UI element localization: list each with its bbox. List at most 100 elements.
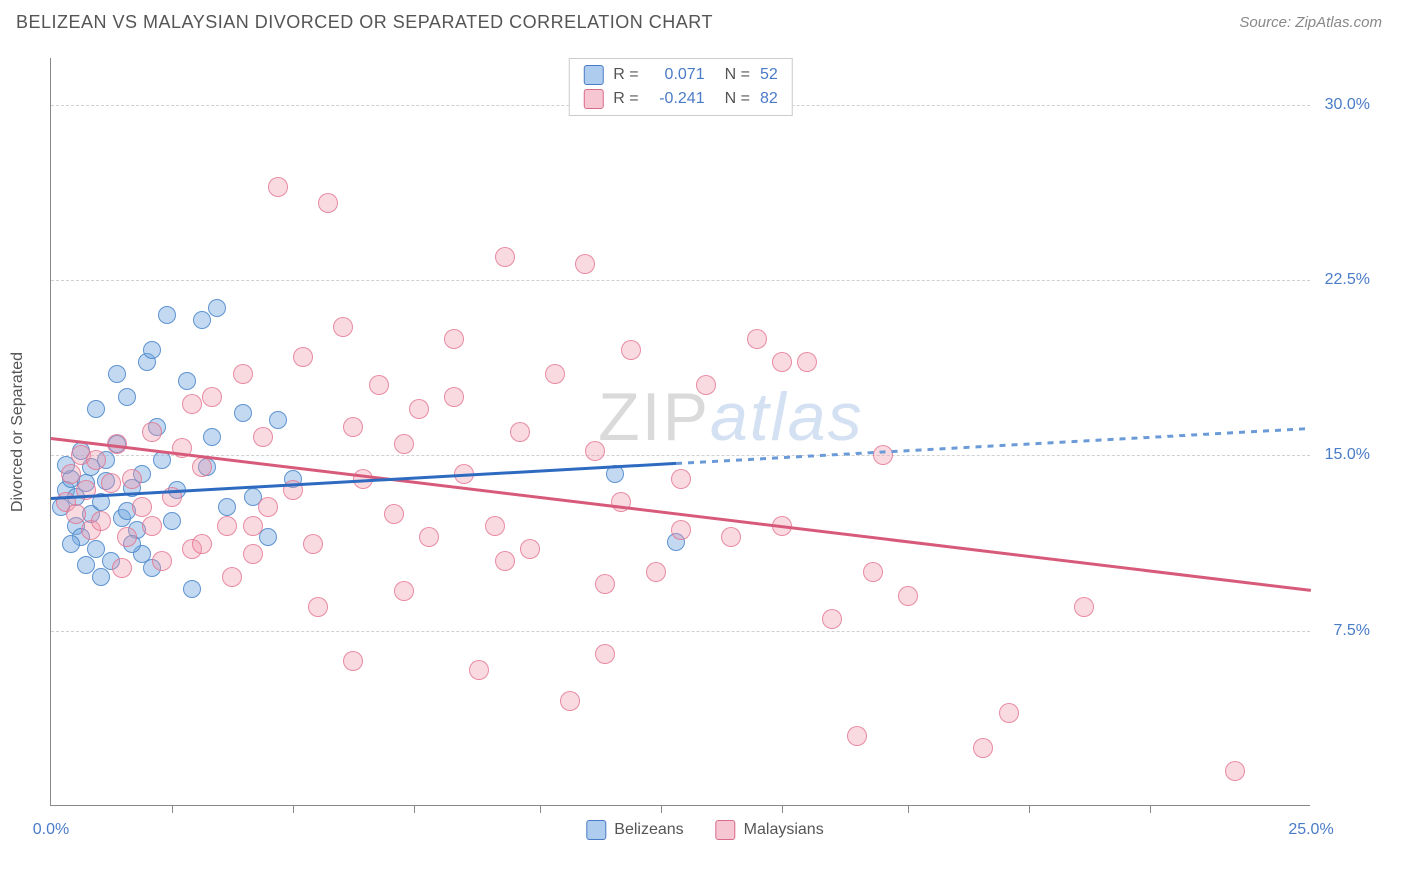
point-malaysian (973, 738, 993, 758)
x-tick (908, 805, 909, 813)
point-belizean (218, 498, 236, 516)
point-belizean (143, 341, 161, 359)
point-malaysian (142, 422, 162, 442)
point-malaysian (520, 539, 540, 559)
point-belizean (269, 411, 287, 429)
point-malaysian (122, 469, 142, 489)
point-malaysian (101, 473, 121, 493)
x-tick (1029, 805, 1030, 813)
chart-container: Divorced or Separated ZIPatlas R = 0.071… (50, 58, 1360, 806)
legend-row-belizeans: R = 0.071 N = 52 (583, 65, 777, 85)
point-malaysian (192, 534, 212, 554)
x-tick (540, 805, 541, 813)
point-malaysian (585, 441, 605, 461)
point-malaysian (560, 691, 580, 711)
point-malaysian (86, 450, 106, 470)
point-malaysian (999, 703, 1019, 723)
x-tick (782, 805, 783, 813)
point-malaysian (243, 544, 263, 564)
point-malaysian (369, 375, 389, 395)
point-malaysian (132, 497, 152, 517)
point-malaysian (217, 516, 237, 536)
point-malaysian (696, 375, 716, 395)
point-malaysian (333, 317, 353, 337)
point-malaysian (847, 726, 867, 746)
point-malaysian (671, 469, 691, 489)
series-legend: Belizeans Malaysians (586, 820, 823, 840)
point-belizean (234, 404, 252, 422)
point-belizean (77, 556, 95, 574)
point-malaysian (595, 644, 615, 664)
point-malaysian (595, 574, 615, 594)
point-malaysian (646, 562, 666, 582)
point-malaysian (112, 558, 132, 578)
swatch-blue-icon (583, 65, 603, 85)
point-malaysian (394, 434, 414, 454)
point-malaysian (394, 581, 414, 601)
point-malaysian (222, 567, 242, 587)
point-belizean (178, 372, 196, 390)
y-tick-label: 30.0% (1325, 96, 1370, 114)
point-malaysian (61, 464, 81, 484)
y-tick-label: 22.5% (1325, 271, 1370, 289)
point-malaysian (863, 562, 883, 582)
point-belizean (203, 428, 221, 446)
chart-title: BELIZEAN VS MALAYSIAN DIVORCED OR SEPARA… (16, 12, 713, 33)
point-belizean (108, 365, 126, 383)
point-malaysian (182, 394, 202, 414)
point-malaysian (66, 504, 86, 524)
watermark: ZIPatlas (598, 378, 863, 456)
point-malaysian (747, 329, 767, 349)
point-malaysian (495, 551, 515, 571)
point-malaysian (873, 445, 893, 465)
point-belizean (259, 528, 277, 546)
point-belizean (183, 580, 201, 598)
point-malaysian (142, 516, 162, 536)
plot-area: ZIPatlas R = 0.071 N = 52 R = -0.241 N =… (50, 58, 1310, 806)
y-tick-label: 7.5% (1334, 622, 1370, 640)
trendline (676, 427, 1311, 465)
x-tick-label: 0.0% (33, 821, 69, 839)
point-belizean (92, 568, 110, 586)
point-malaysian (797, 352, 817, 372)
y-tick-label: 15.0% (1325, 446, 1370, 464)
x-tick (172, 805, 173, 813)
x-tick (661, 805, 662, 813)
point-malaysian (253, 427, 273, 447)
gridline (51, 455, 1310, 456)
point-malaysian (343, 651, 363, 671)
point-malaysian (91, 511, 111, 531)
point-malaysian (444, 387, 464, 407)
point-malaysian (510, 422, 530, 442)
source-credit: Source: ZipAtlas.com (1239, 14, 1382, 31)
point-malaysian (343, 417, 363, 437)
point-malaysian (495, 247, 515, 267)
point-malaysian (419, 527, 439, 547)
point-malaysian (243, 516, 263, 536)
point-belizean (118, 388, 136, 406)
point-belizean (62, 535, 80, 553)
point-malaysian (152, 551, 172, 571)
swatch-pink-icon (716, 820, 736, 840)
x-tick (293, 805, 294, 813)
point-malaysian (258, 497, 278, 517)
point-malaysian (409, 399, 429, 419)
point-malaysian (469, 660, 489, 680)
point-malaysian (268, 177, 288, 197)
y-axis-label: Divorced or Separated (9, 352, 27, 512)
correlation-legend: R = 0.071 N = 52 R = -0.241 N = 82 (568, 58, 792, 116)
point-malaysian (898, 586, 918, 606)
point-malaysian (233, 364, 253, 384)
point-malaysian (485, 516, 505, 536)
point-malaysian (822, 609, 842, 629)
point-malaysian (202, 387, 222, 407)
point-malaysian (384, 504, 404, 524)
x-tick-label: 25.0% (1288, 821, 1333, 839)
point-malaysian (621, 340, 641, 360)
point-belizean (158, 306, 176, 324)
legend-row-malaysians: R = -0.241 N = 82 (583, 89, 777, 109)
point-malaysian (308, 597, 328, 617)
swatch-blue-icon (586, 820, 606, 840)
point-malaysian (1074, 597, 1094, 617)
point-belizean (208, 299, 226, 317)
